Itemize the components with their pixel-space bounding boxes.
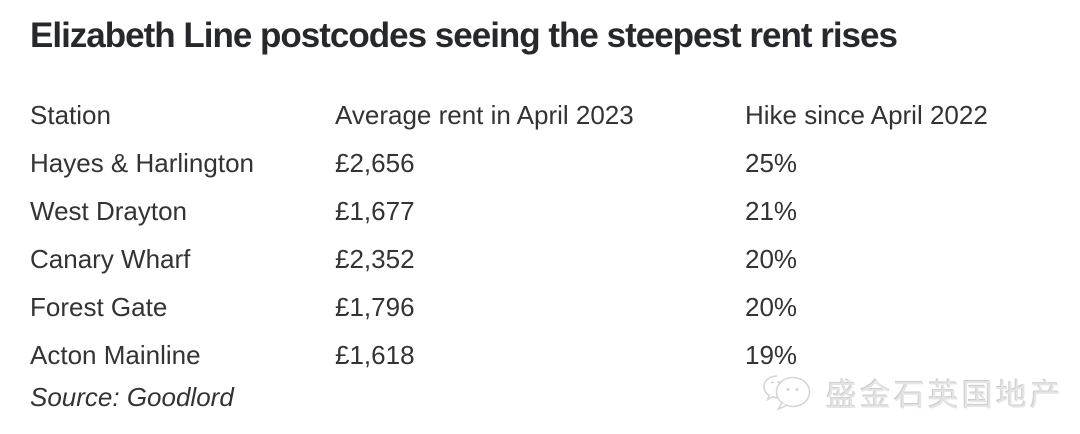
station-cell: Canary Wharf — [30, 243, 191, 274]
source-attribution: Source: Goodlord — [30, 382, 234, 412]
page-title: Elizabeth Line postcodes seeing the stee… — [30, 16, 898, 55]
rent-cell: £1,677 — [335, 195, 415, 226]
rent-cell: £1,618 — [335, 339, 415, 370]
rent-cell: £2,656 — [335, 147, 415, 178]
station-cell: Hayes & Harlington — [30, 147, 254, 178]
hike-cell: 20% — [745, 243, 798, 274]
column-header-station: Station — [30, 99, 111, 130]
station-cell: Forest Gate — [30, 291, 168, 322]
rent-cell: £1,796 — [335, 291, 415, 322]
station-cell: West Drayton — [30, 195, 188, 226]
hike-cell: 20% — [745, 291, 798, 322]
hike-cell: 21% — [745, 195, 798, 226]
rent-table: Station Average rent in April 2023 Hike … — [30, 91, 1050, 379]
hike-cell: 19% — [745, 339, 798, 370]
column-header-hike: Hike since April 2022 — [745, 99, 988, 130]
rent-cell: £2,352 — [335, 243, 415, 274]
hike-cell: 25% — [745, 147, 798, 178]
station-cell: Acton Mainline — [30, 339, 201, 370]
column-header-average-rent: Average rent in April 2023 — [335, 99, 634, 130]
